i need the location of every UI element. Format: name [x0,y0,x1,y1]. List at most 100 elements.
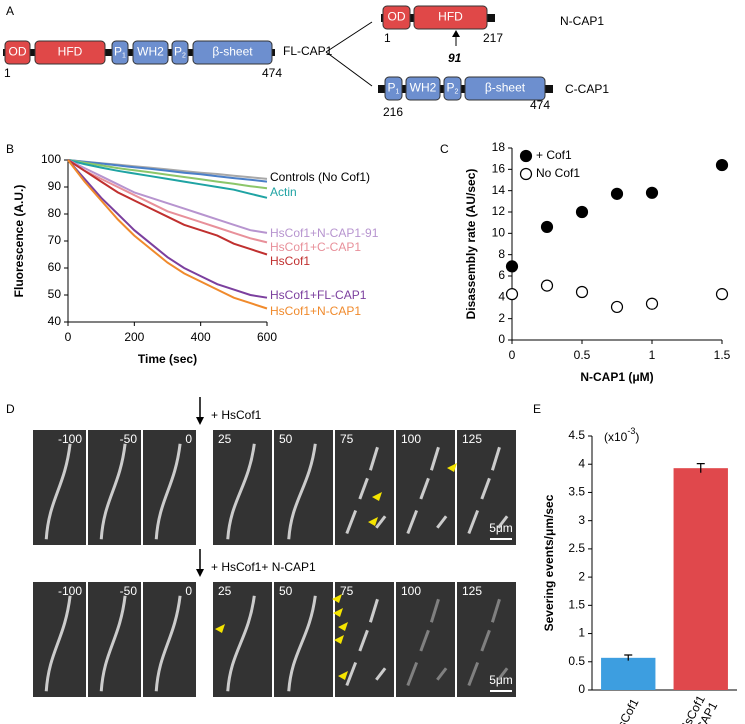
domain-text: β-sheet [212,45,253,59]
legend-label: + Cof1 [536,148,572,162]
domain [413,5,488,30]
filament-fragment [490,446,501,471]
domain-label: WH2 [410,81,437,95]
domain-text: WH2 [137,45,164,59]
y-tick-label: 90 [48,179,62,193]
frame-time: 125 [462,584,482,598]
domain-label: P1 [114,45,126,60]
frame-time: 100 [401,584,421,598]
data-point [540,279,554,292]
y-tick-label: 12 [492,204,506,218]
domain-text: HFD [58,45,83,59]
y-tick-label: 2.5 [568,541,585,555]
connector [325,21,373,53]
frame-time: -50 [120,584,138,598]
panel-label: E [533,402,541,416]
panel-label: B [6,142,14,156]
y-tick-label: 50 [48,287,62,301]
frame-time: 50 [279,432,293,446]
series-label: HsCof1+C-CAP1 [270,240,361,254]
x-tick-label: 200 [124,330,144,344]
domain [443,76,462,101]
frame-time: 75 [340,432,354,446]
data-line [67,159,268,183]
x-tick-label: 1 [649,348,656,362]
filament-fragment [480,477,491,500]
data-line [67,159,268,310]
filament-fragment [345,661,358,687]
y-tick-label: 0.5 [568,654,585,668]
x-tick-label: 0.5 [574,348,591,362]
arrowhead [333,608,343,617]
series-label: HsCof1+N-CAP1 [270,304,361,318]
series-label: Controls (No Cof1) [270,170,370,184]
data-point [505,288,519,301]
construct-label: FL-CAP1 [283,44,333,58]
micrograph-noise [396,582,455,697]
filament-fragment [429,446,440,471]
x-tick-label: HsCof1 [611,696,642,724]
frame-time: 100 [401,432,421,446]
frame-time: 50 [279,584,293,598]
domain [34,40,106,65]
y-tick-label: 2 [578,569,585,583]
bar [601,657,656,690]
domain [464,76,546,101]
y-tick-label: 4 [498,290,505,304]
treatment-arrowhead [196,417,204,425]
filament-fragment [358,477,369,500]
frame-time: 25 [218,584,232,598]
domain-text: WH2 [410,81,437,95]
y-axis-label: Fluorescence (A.U.) [12,185,26,298]
y-tick-label: 14 [492,183,506,197]
domain-text: HFD [438,10,463,24]
filament-fragment [497,515,509,529]
data-point [540,220,554,234]
domain-subscript: 2 [455,88,459,95]
x-tick-label-line: HsCof1 [611,696,642,724]
domain-text: P [447,81,455,95]
y-tick-label: 2 [498,311,505,325]
y-tick-label: 1 [578,626,585,640]
construct-label: C-CAP1 [565,82,609,96]
filament [154,595,182,692]
filament [287,595,317,692]
residue-number: 474 [530,98,550,112]
y-tick-label: 40 [48,314,62,328]
domain-text: P [388,81,396,95]
treatment-label: + HsCof1 [211,408,262,422]
domain [384,76,403,101]
filament [287,443,317,540]
frame-time: 125 [462,432,482,446]
x-tick-label: 0 [65,330,72,344]
arrowhead [215,624,225,633]
filament-fragment [419,477,430,500]
residue-number: 216 [383,105,403,119]
construct-label: N-CAP1 [560,14,604,28]
y-tick-label: 16 [492,162,506,176]
arrowhead [368,517,378,526]
filament-fragment [490,598,501,623]
domain-subscript: 1 [122,52,126,59]
domain-text: P [114,45,122,59]
data-line [67,159,268,190]
residue-number: 1 [384,31,391,45]
legend-label: No Cof1 [536,166,580,180]
data-line [67,159,268,244]
y-tick-label: 60 [48,260,62,274]
filament [44,595,72,692]
domain-text: OD [388,10,406,24]
domain [132,40,169,65]
domain-label: P2 [447,81,459,96]
arrowhead [372,492,382,501]
domain-label: β-sheet [212,45,253,59]
domain-text: P [174,45,182,59]
domain-label: β-sheet [485,81,526,95]
filament [44,443,72,540]
filament [99,595,127,692]
y-tick-label: 10 [492,226,506,240]
filament [99,443,127,540]
data-point [715,288,729,301]
